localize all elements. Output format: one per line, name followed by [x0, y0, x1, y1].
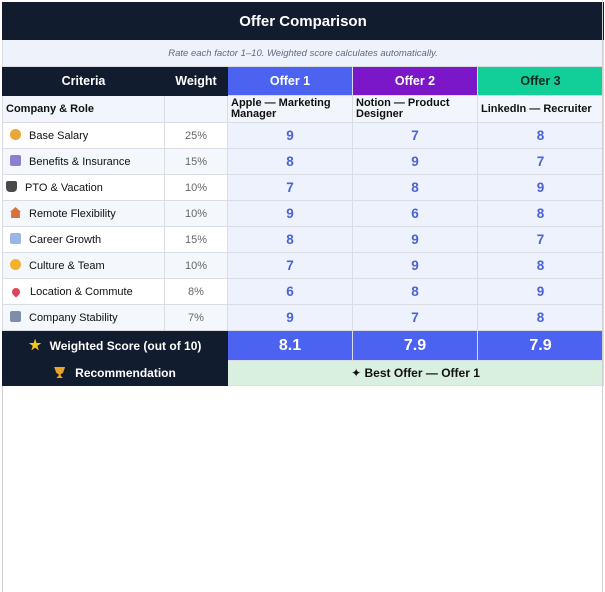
table-subtitle[interactable]: Rate each factor 1–10. Weighted score ca…: [2, 39, 604, 67]
company-role-label[interactable]: Company & Role: [2, 95, 165, 123]
receipt-icon: [10, 155, 21, 166]
offer-comparison-table: Offer Comparison Rate each factor 1–10. …: [2, 2, 604, 386]
factor-weight[interactable]: 25%: [164, 122, 228, 149]
table-title[interactable]: Offer Comparison: [2, 2, 604, 40]
score-offer-2[interactable]: 9: [352, 148, 478, 175]
score-offer-3[interactable]: 7: [477, 226, 604, 253]
factor-label: Benefits & Insurance: [29, 156, 131, 168]
factor-weight[interactable]: 15%: [164, 226, 228, 253]
beach-icon: [6, 181, 17, 192]
factor-row-stability: Company Stability 7% 9 7 8: [2, 304, 604, 331]
score-offer-1[interactable]: 6: [227, 278, 353, 305]
factor-weight[interactable]: 10%: [164, 200, 228, 227]
pin-icon: [10, 285, 22, 298]
factor-row-remote: Remote Flexibility 10% 9 6 8: [2, 200, 604, 227]
score-offer-1[interactable]: 9: [227, 200, 353, 227]
weighted-score-offer-1[interactable]: 8.1: [227, 330, 353, 361]
factor-weight[interactable]: 7%: [164, 304, 228, 331]
recommendation-row: Recommendation ✦ Best Offer — Offer 1: [2, 360, 604, 386]
factor-row-career: Career Growth 15% 8 9 7: [2, 226, 604, 253]
factor-label: PTO & Vacation: [25, 182, 103, 194]
company-role-offer-2[interactable]: Notion — Product Designer: [352, 95, 478, 123]
recommendation-label-cell[interactable]: Recommendation: [2, 360, 228, 386]
factor-weight[interactable]: 10%: [164, 252, 228, 279]
weighted-score-offer-2[interactable]: 7.9: [352, 330, 478, 361]
score-offer-2[interactable]: 8: [352, 174, 478, 201]
score-offer-2[interactable]: 7: [352, 122, 478, 149]
factor-label-cell[interactable]: Culture & Team: [2, 252, 165, 279]
factor-row-benefits: Benefits & Insurance 15% 8 9 7: [2, 148, 604, 175]
factor-label-cell[interactable]: Career Growth: [2, 226, 165, 253]
factor-weight[interactable]: 15%: [164, 148, 228, 175]
factor-label-cell[interactable]: Company Stability: [2, 304, 165, 331]
grid-line: [602, 0, 603, 592]
score-offer-3[interactable]: 8: [477, 200, 604, 227]
company-role-offer-1[interactable]: Apple — Marketing Manager: [227, 95, 353, 123]
header-offer-3[interactable]: Offer 3: [477, 66, 604, 96]
company-role-offer-3[interactable]: LinkedIn — Recruiter: [477, 95, 604, 123]
factor-row-pto: PTO & Vacation 10% 7 8 9: [2, 174, 604, 201]
score-offer-1[interactable]: 7: [227, 174, 353, 201]
recommendation-value[interactable]: ✦ Best Offer — Offer 1: [227, 360, 604, 386]
chart-up-icon: [10, 233, 21, 244]
weighted-score-label-cell[interactable]: Weighted Score (out of 10): [2, 330, 228, 361]
score-offer-3[interactable]: 9: [477, 278, 604, 305]
house-icon: [10, 207, 21, 218]
grid-line: [2, 386, 3, 592]
score-offer-2[interactable]: 7: [352, 304, 478, 331]
factor-weight[interactable]: 10%: [164, 174, 228, 201]
factor-row-location: Location & Commute 8% 6 8 9: [2, 278, 604, 305]
score-offer-1[interactable]: 9: [227, 304, 353, 331]
weighted-score-row: Weighted Score (out of 10) 8.1 7.9 7.9: [2, 330, 604, 361]
weighted-score-offer-3[interactable]: 7.9: [477, 330, 604, 361]
score-offer-3[interactable]: 8: [477, 122, 604, 149]
header-offer-2[interactable]: Offer 2: [352, 66, 478, 96]
score-offer-3[interactable]: 9: [477, 174, 604, 201]
score-offer-3[interactable]: 8: [477, 252, 604, 279]
score-offer-3[interactable]: 8: [477, 304, 604, 331]
factor-label: Culture & Team: [29, 260, 105, 272]
factor-label: Career Growth: [29, 234, 102, 246]
trophy-icon: [54, 367, 66, 378]
factor-row-base-salary: Base Salary 25% 9 7 8: [2, 122, 604, 149]
factor-row-culture: Culture & Team 10% 7 9 8: [2, 252, 604, 279]
score-offer-3[interactable]: 7: [477, 148, 604, 175]
score-offer-2[interactable]: 9: [352, 226, 478, 253]
factor-weight[interactable]: 8%: [164, 278, 228, 305]
score-offer-2[interactable]: 8: [352, 278, 478, 305]
factor-label-cell[interactable]: Remote Flexibility: [2, 200, 165, 227]
score-offer-1[interactable]: 8: [227, 226, 353, 253]
factor-label: Base Salary: [29, 130, 89, 142]
factor-label-cell[interactable]: Benefits & Insurance: [2, 148, 165, 175]
money-bag-icon: [10, 129, 21, 140]
company-role-weight-cell[interactable]: [164, 95, 228, 123]
score-offer-1[interactable]: 7: [227, 252, 353, 279]
score-offer-2[interactable]: 9: [352, 252, 478, 279]
recommendation-label: Recommendation: [75, 366, 176, 380]
weighted-score-label: Weighted Score (out of 10): [49, 338, 202, 353]
factor-label-cell[interactable]: Base Salary: [2, 122, 165, 149]
star-icon: [28, 338, 42, 351]
header-offer-1[interactable]: Offer 1: [227, 66, 353, 96]
header-weight[interactable]: Weight: [164, 66, 228, 96]
factor-label-cell[interactable]: Location & Commute: [2, 278, 165, 305]
score-offer-2[interactable]: 6: [352, 200, 478, 227]
factor-label: Location & Commute: [30, 285, 133, 298]
score-offer-1[interactable]: 8: [227, 148, 353, 175]
handshake-icon: [10, 259, 21, 270]
factor-label: Company Stability: [29, 312, 118, 324]
header-criteria[interactable]: Criteria: [2, 66, 165, 96]
factor-label: Remote Flexibility: [29, 208, 116, 220]
factor-label-cell[interactable]: PTO & Vacation: [2, 174, 165, 201]
building-icon: [10, 311, 21, 322]
score-offer-1[interactable]: 9: [227, 122, 353, 149]
